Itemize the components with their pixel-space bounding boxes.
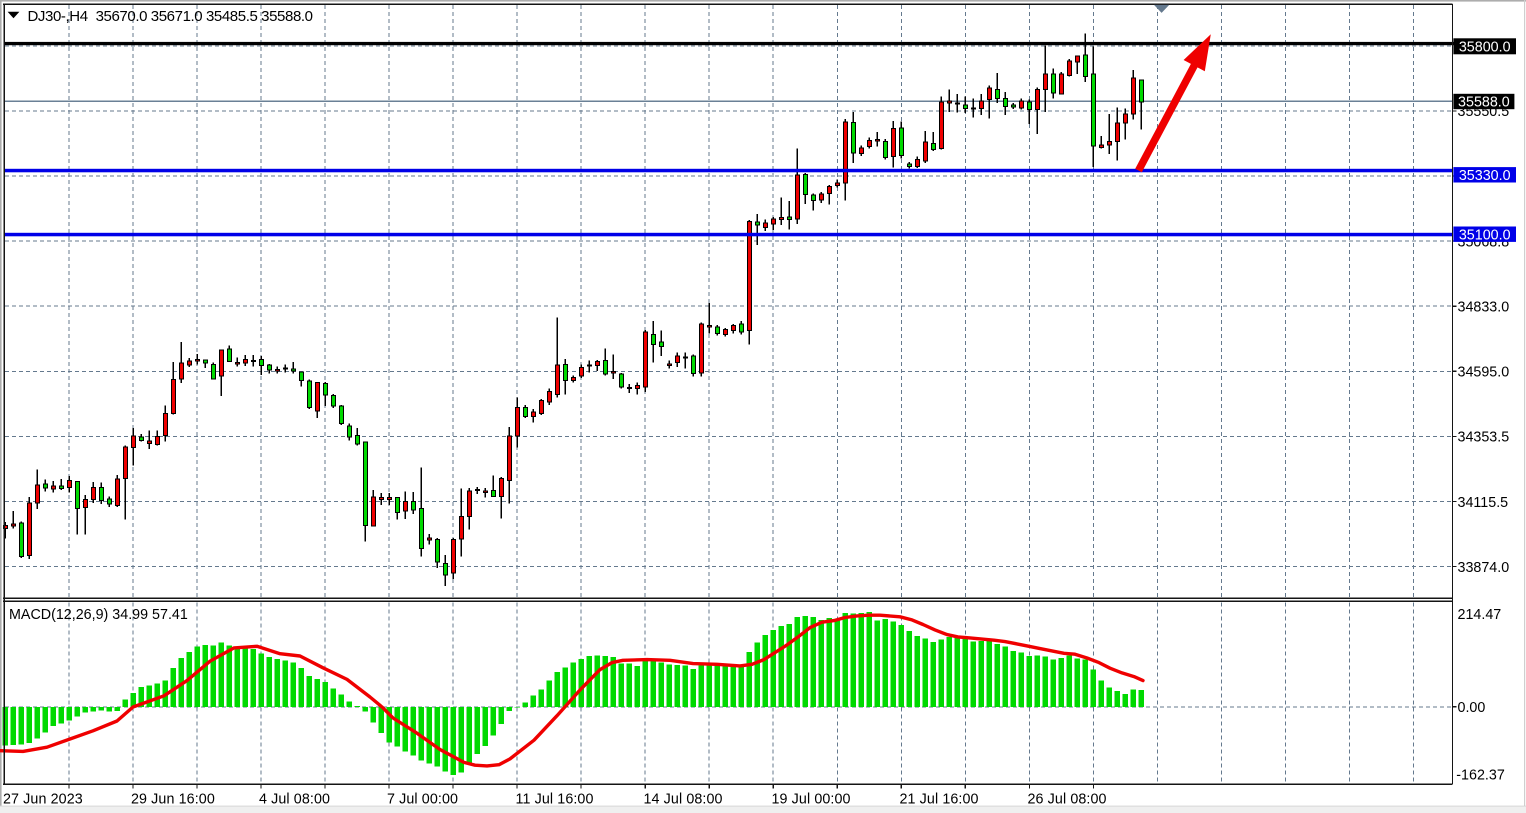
svg-text:214.47: 214.47 [1458, 607, 1502, 623]
svg-text:-162.37: -162.37 [1456, 768, 1505, 784]
svg-text:34353.5: 34353.5 [1458, 430, 1510, 446]
svg-text:14 Jul 08:00: 14 Jul 08:00 [644, 792, 723, 808]
svg-text:35330.0: 35330.0 [1459, 168, 1511, 184]
svg-text:26 Jul 08:00: 26 Jul 08:00 [1028, 792, 1107, 808]
svg-text:0.00: 0.00 [1458, 700, 1486, 716]
svg-text:35588.0: 35588.0 [1458, 95, 1510, 111]
svg-text:34833.0: 34833.0 [1458, 300, 1510, 316]
svg-text:11 Jul 16:00: 11 Jul 16:00 [516, 792, 594, 808]
svg-text:4 Jul 08:00: 4 Jul 08:00 [259, 792, 330, 808]
svg-text:29 Jun 16:00: 29 Jun 16:00 [131, 792, 215, 808]
svg-text:MACD(12,26,9) 34.99 57.41: MACD(12,26,9) 34.99 57.41 [9, 607, 188, 623]
svg-text:19 Jul 00:00: 19 Jul 00:00 [772, 792, 851, 808]
svg-text:21 Jul 16:00: 21 Jul 16:00 [900, 792, 979, 808]
svg-text:DJ30-,H4 35670.0 35671.0 3548: DJ30-,H4 35670.0 35671.0 35485.5 35588.0 [28, 8, 313, 25]
svg-text:34115.5: 34115.5 [1458, 495, 1509, 511]
svg-text:7 Jul 00:00: 7 Jul 00:00 [387, 792, 458, 808]
svg-text:34595.0: 34595.0 [1458, 365, 1510, 381]
svg-text:35800.0: 35800.0 [1459, 40, 1511, 56]
svg-text:33874.0: 33874.0 [1458, 560, 1510, 576]
svg-text:35100.0: 35100.0 [1459, 227, 1511, 243]
svg-text:27 Jun 2023: 27 Jun 2023 [3, 792, 83, 808]
